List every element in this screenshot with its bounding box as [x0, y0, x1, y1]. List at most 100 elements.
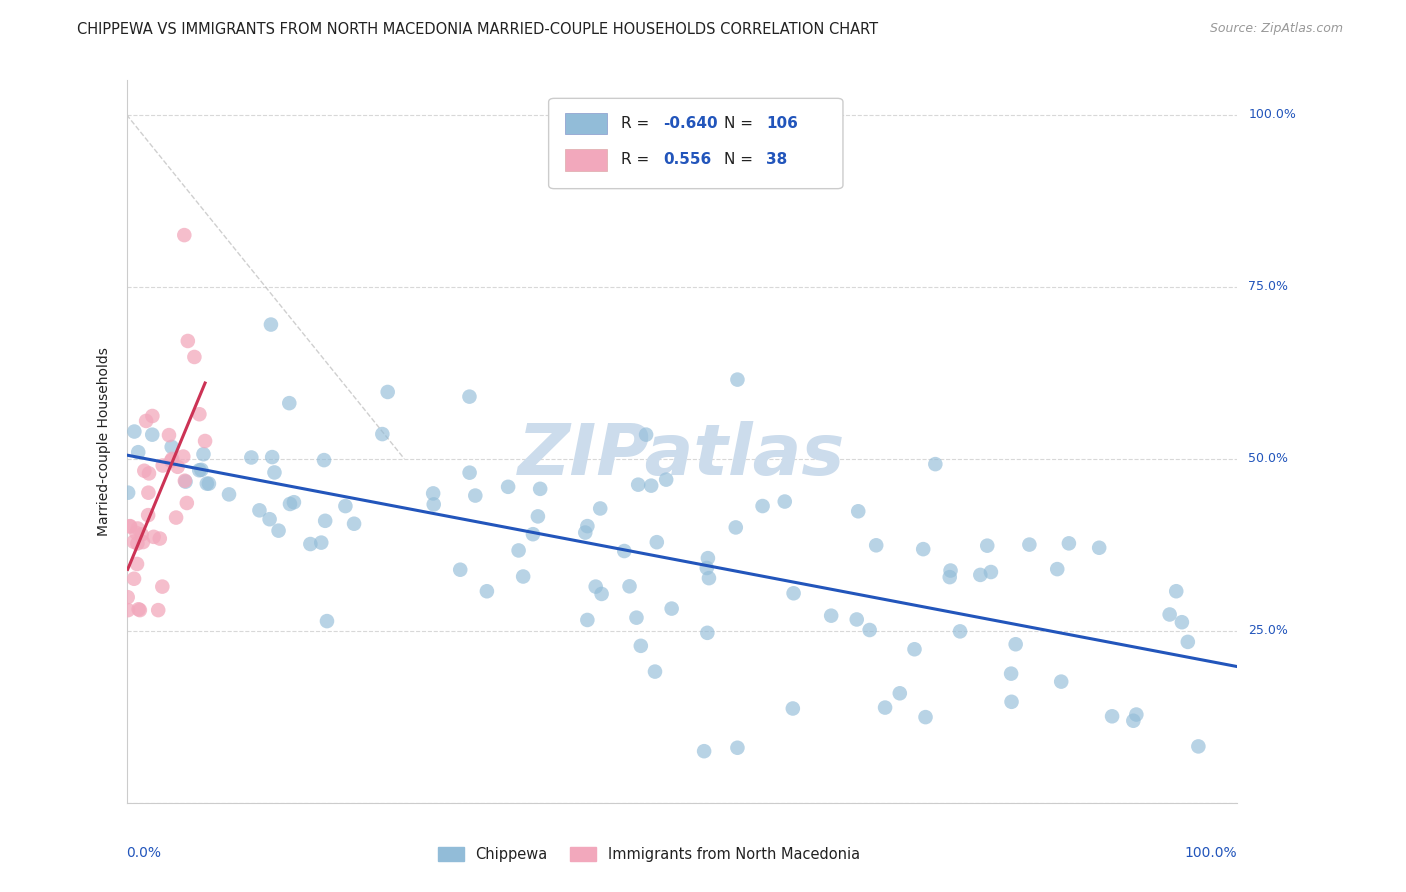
Point — [613, 544, 636, 558]
Point — [889, 686, 911, 700]
Legend: Chippewa, Immigrants from North Macedonia: Chippewa, Immigrants from North Macedoni… — [432, 841, 866, 868]
Point — [644, 665, 666, 679]
Point — [173, 228, 195, 243]
Point — [697, 571, 720, 585]
Point — [619, 579, 641, 593]
Point — [1046, 562, 1069, 576]
Point — [496, 480, 519, 494]
Point — [1004, 637, 1026, 651]
Point — [314, 514, 336, 528]
Point — [309, 535, 332, 549]
Point — [464, 489, 486, 503]
Point — [125, 525, 148, 540]
Point — [157, 428, 180, 442]
Point — [875, 700, 897, 714]
Point — [1101, 709, 1123, 723]
Point — [249, 503, 271, 517]
Point — [782, 701, 804, 715]
Point — [751, 499, 773, 513]
Point — [371, 427, 394, 442]
Point — [172, 450, 194, 464]
Point — [160, 440, 183, 454]
Point — [727, 740, 749, 755]
Point — [262, 450, 284, 464]
Point — [820, 608, 842, 623]
Point — [138, 467, 160, 481]
FancyBboxPatch shape — [565, 112, 607, 135]
Text: 38: 38 — [766, 153, 787, 168]
Text: 75.0%: 75.0% — [1249, 280, 1288, 293]
Point — [576, 613, 599, 627]
Point — [640, 478, 662, 492]
Point — [198, 476, 221, 491]
Point — [149, 532, 172, 546]
Point — [1057, 536, 1080, 550]
Point — [724, 520, 747, 534]
Point — [131, 527, 153, 541]
Point — [177, 334, 200, 348]
Point — [1125, 707, 1147, 722]
Point — [132, 535, 155, 549]
Point — [630, 639, 652, 653]
Point — [240, 450, 263, 465]
Point — [183, 350, 205, 364]
Point — [128, 603, 150, 617]
Text: 106: 106 — [766, 116, 799, 131]
Point — [949, 624, 972, 639]
Point — [449, 563, 471, 577]
Text: N =: N = — [724, 116, 758, 131]
Point — [938, 570, 960, 584]
FancyBboxPatch shape — [565, 149, 607, 170]
Point — [696, 561, 718, 575]
Text: CHIPPEWA VS IMMIGRANTS FROM NORTH MACEDONIA MARRIED-COUPLE HOUSEHOLDS CORRELATIO: CHIPPEWA VS IMMIGRANTS FROM NORTH MACEDO… — [77, 22, 879, 37]
Point — [458, 390, 481, 404]
Point — [124, 425, 146, 439]
Point — [903, 642, 925, 657]
Point — [1000, 695, 1022, 709]
Point — [188, 463, 211, 477]
Point — [859, 623, 882, 637]
Point — [343, 516, 366, 531]
Text: -0.640: -0.640 — [664, 116, 717, 131]
Point — [122, 572, 145, 586]
Point — [782, 586, 804, 600]
Point — [166, 459, 188, 474]
Point — [1018, 538, 1040, 552]
Point — [576, 519, 599, 533]
Point — [117, 485, 139, 500]
Point — [527, 509, 550, 524]
Point — [278, 497, 301, 511]
Text: R =: R = — [621, 116, 654, 131]
Text: 0.0%: 0.0% — [127, 847, 162, 860]
Point — [1166, 584, 1188, 599]
Point — [980, 565, 1002, 579]
Point — [696, 551, 718, 566]
Point — [141, 427, 163, 442]
Y-axis label: Married-couple Households: Married-couple Households — [97, 347, 111, 536]
Point — [127, 521, 149, 535]
Point — [152, 458, 174, 473]
Point — [173, 474, 195, 488]
Point — [1159, 607, 1181, 622]
FancyBboxPatch shape — [548, 98, 844, 189]
Point — [1122, 714, 1144, 728]
Point — [299, 537, 322, 551]
Point — [589, 501, 612, 516]
Point — [1171, 615, 1194, 630]
Point — [969, 568, 991, 582]
Point — [142, 530, 165, 544]
Point — [267, 524, 290, 538]
Point — [117, 590, 139, 604]
Point — [914, 710, 936, 724]
Point — [260, 318, 283, 332]
Text: Source: ZipAtlas.com: Source: ZipAtlas.com — [1209, 22, 1343, 36]
Point — [846, 504, 869, 518]
Point — [912, 542, 935, 557]
Point — [645, 535, 668, 549]
Point — [316, 614, 339, 628]
Point — [939, 564, 962, 578]
Point — [195, 476, 218, 491]
Point — [661, 601, 683, 615]
Point — [120, 519, 142, 533]
Text: 100.0%: 100.0% — [1249, 108, 1296, 121]
